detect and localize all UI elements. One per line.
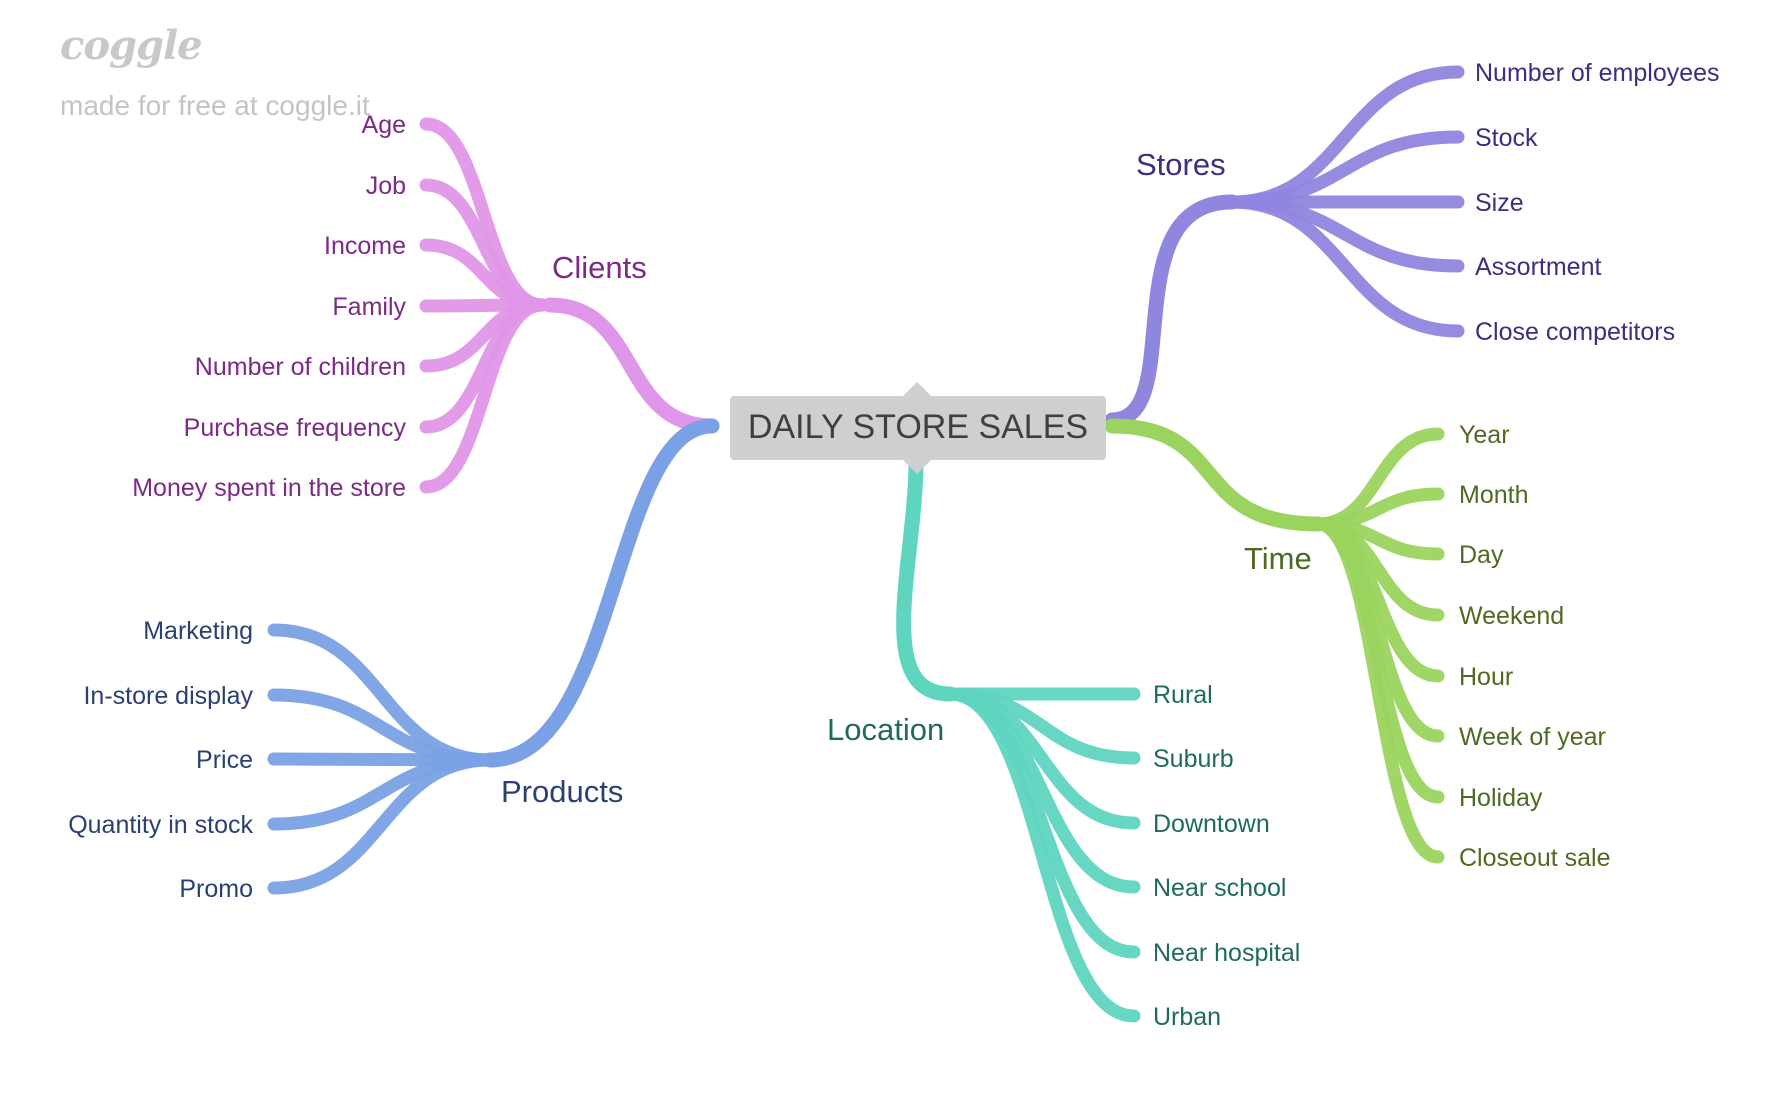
time-leaf-connector [1311,517,1445,864]
clients-leaf-label[interactable]: Family [332,293,406,321]
time-leaf-label[interactable]: Week of year [1459,723,1606,751]
root-label: DAILY STORE SALES [748,408,1088,446]
clients-leaf-label[interactable]: Age [362,111,406,139]
stores-branch-label[interactable]: Stores [1136,147,1226,182]
time-leaf-label[interactable]: Holiday [1459,784,1543,812]
time-leaf-label[interactable]: Year [1459,421,1510,449]
time-leaf-label[interactable]: Closeout sale [1459,844,1610,872]
time-leaf-label[interactable]: Hour [1459,663,1513,691]
location-leaf-connector [943,687,1141,1023]
root-node[interactable]: DAILY STORE SALES [730,382,1106,474]
coggle-logo: coggle [60,22,203,69]
clients-branch-connector [542,297,720,434]
stores-branch-connector [1104,194,1240,428]
branch-connectors [482,194,1326,768]
products-branch-connector [482,418,720,768]
products-leaf-label[interactable]: Promo [179,875,253,903]
products-leaf-label[interactable]: Price [196,746,253,774]
clients-leaf-label[interactable]: Purchase frequency [184,414,407,442]
products-leaf-label[interactable]: Marketing [143,617,253,645]
coggle-watermark-note: made for free at coggle.it [60,90,370,121]
time-branch-label[interactable]: Time [1244,541,1312,576]
products-leaf-label[interactable]: Quantity in stock [68,811,253,839]
clients-leaf-label[interactable]: Money spent in the store [132,474,406,502]
time-leaf-label[interactable]: Day [1459,541,1504,569]
products-leaf-connector [267,753,497,895]
clients-leaf-label[interactable]: Number of children [195,353,406,381]
products-branch-label[interactable]: Products [501,774,623,809]
clients-leaf-connector [419,298,549,494]
stores-leaf-label[interactable]: Number of employees [1475,59,1720,87]
stores-leaf-connector [1225,195,1465,338]
location-leaf-label[interactable]: Urban [1153,1003,1221,1031]
clients-branch-label[interactable]: Clients [552,250,647,285]
products-leaf-label[interactable]: In-store display [83,682,253,710]
location-branch-label[interactable]: Location [827,712,944,747]
location-leaf-label[interactable]: Rural [1153,681,1213,709]
location-leaf-label[interactable]: Near school [1153,874,1286,902]
location-leaf-label[interactable]: Suburb [1153,745,1234,773]
time-branch-connector [1104,418,1326,532]
location-leaf-label[interactable]: Near hospital [1153,939,1300,967]
clients-leaf-label[interactable]: Job [366,172,406,200]
stores-leaf-label[interactable]: Close competitors [1475,318,1675,346]
leaf-connectors [267,65,1465,1023]
time-leaf-label[interactable]: Weekend [1459,602,1564,630]
leaf-labels: Age Job Income Family Number of children Purc… [68,59,1719,1031]
clients-leaf-label[interactable]: Income [324,232,406,260]
stores-leaf-label[interactable]: Size [1475,189,1524,217]
time-leaf-label[interactable]: Month [1459,481,1528,509]
stores-leaf-label[interactable]: Assortment [1475,253,1601,281]
stores-leaf-label[interactable]: Stock [1475,124,1538,152]
location-leaf-label[interactable]: Downtown [1153,810,1270,838]
location-branch-connector [896,454,958,702]
